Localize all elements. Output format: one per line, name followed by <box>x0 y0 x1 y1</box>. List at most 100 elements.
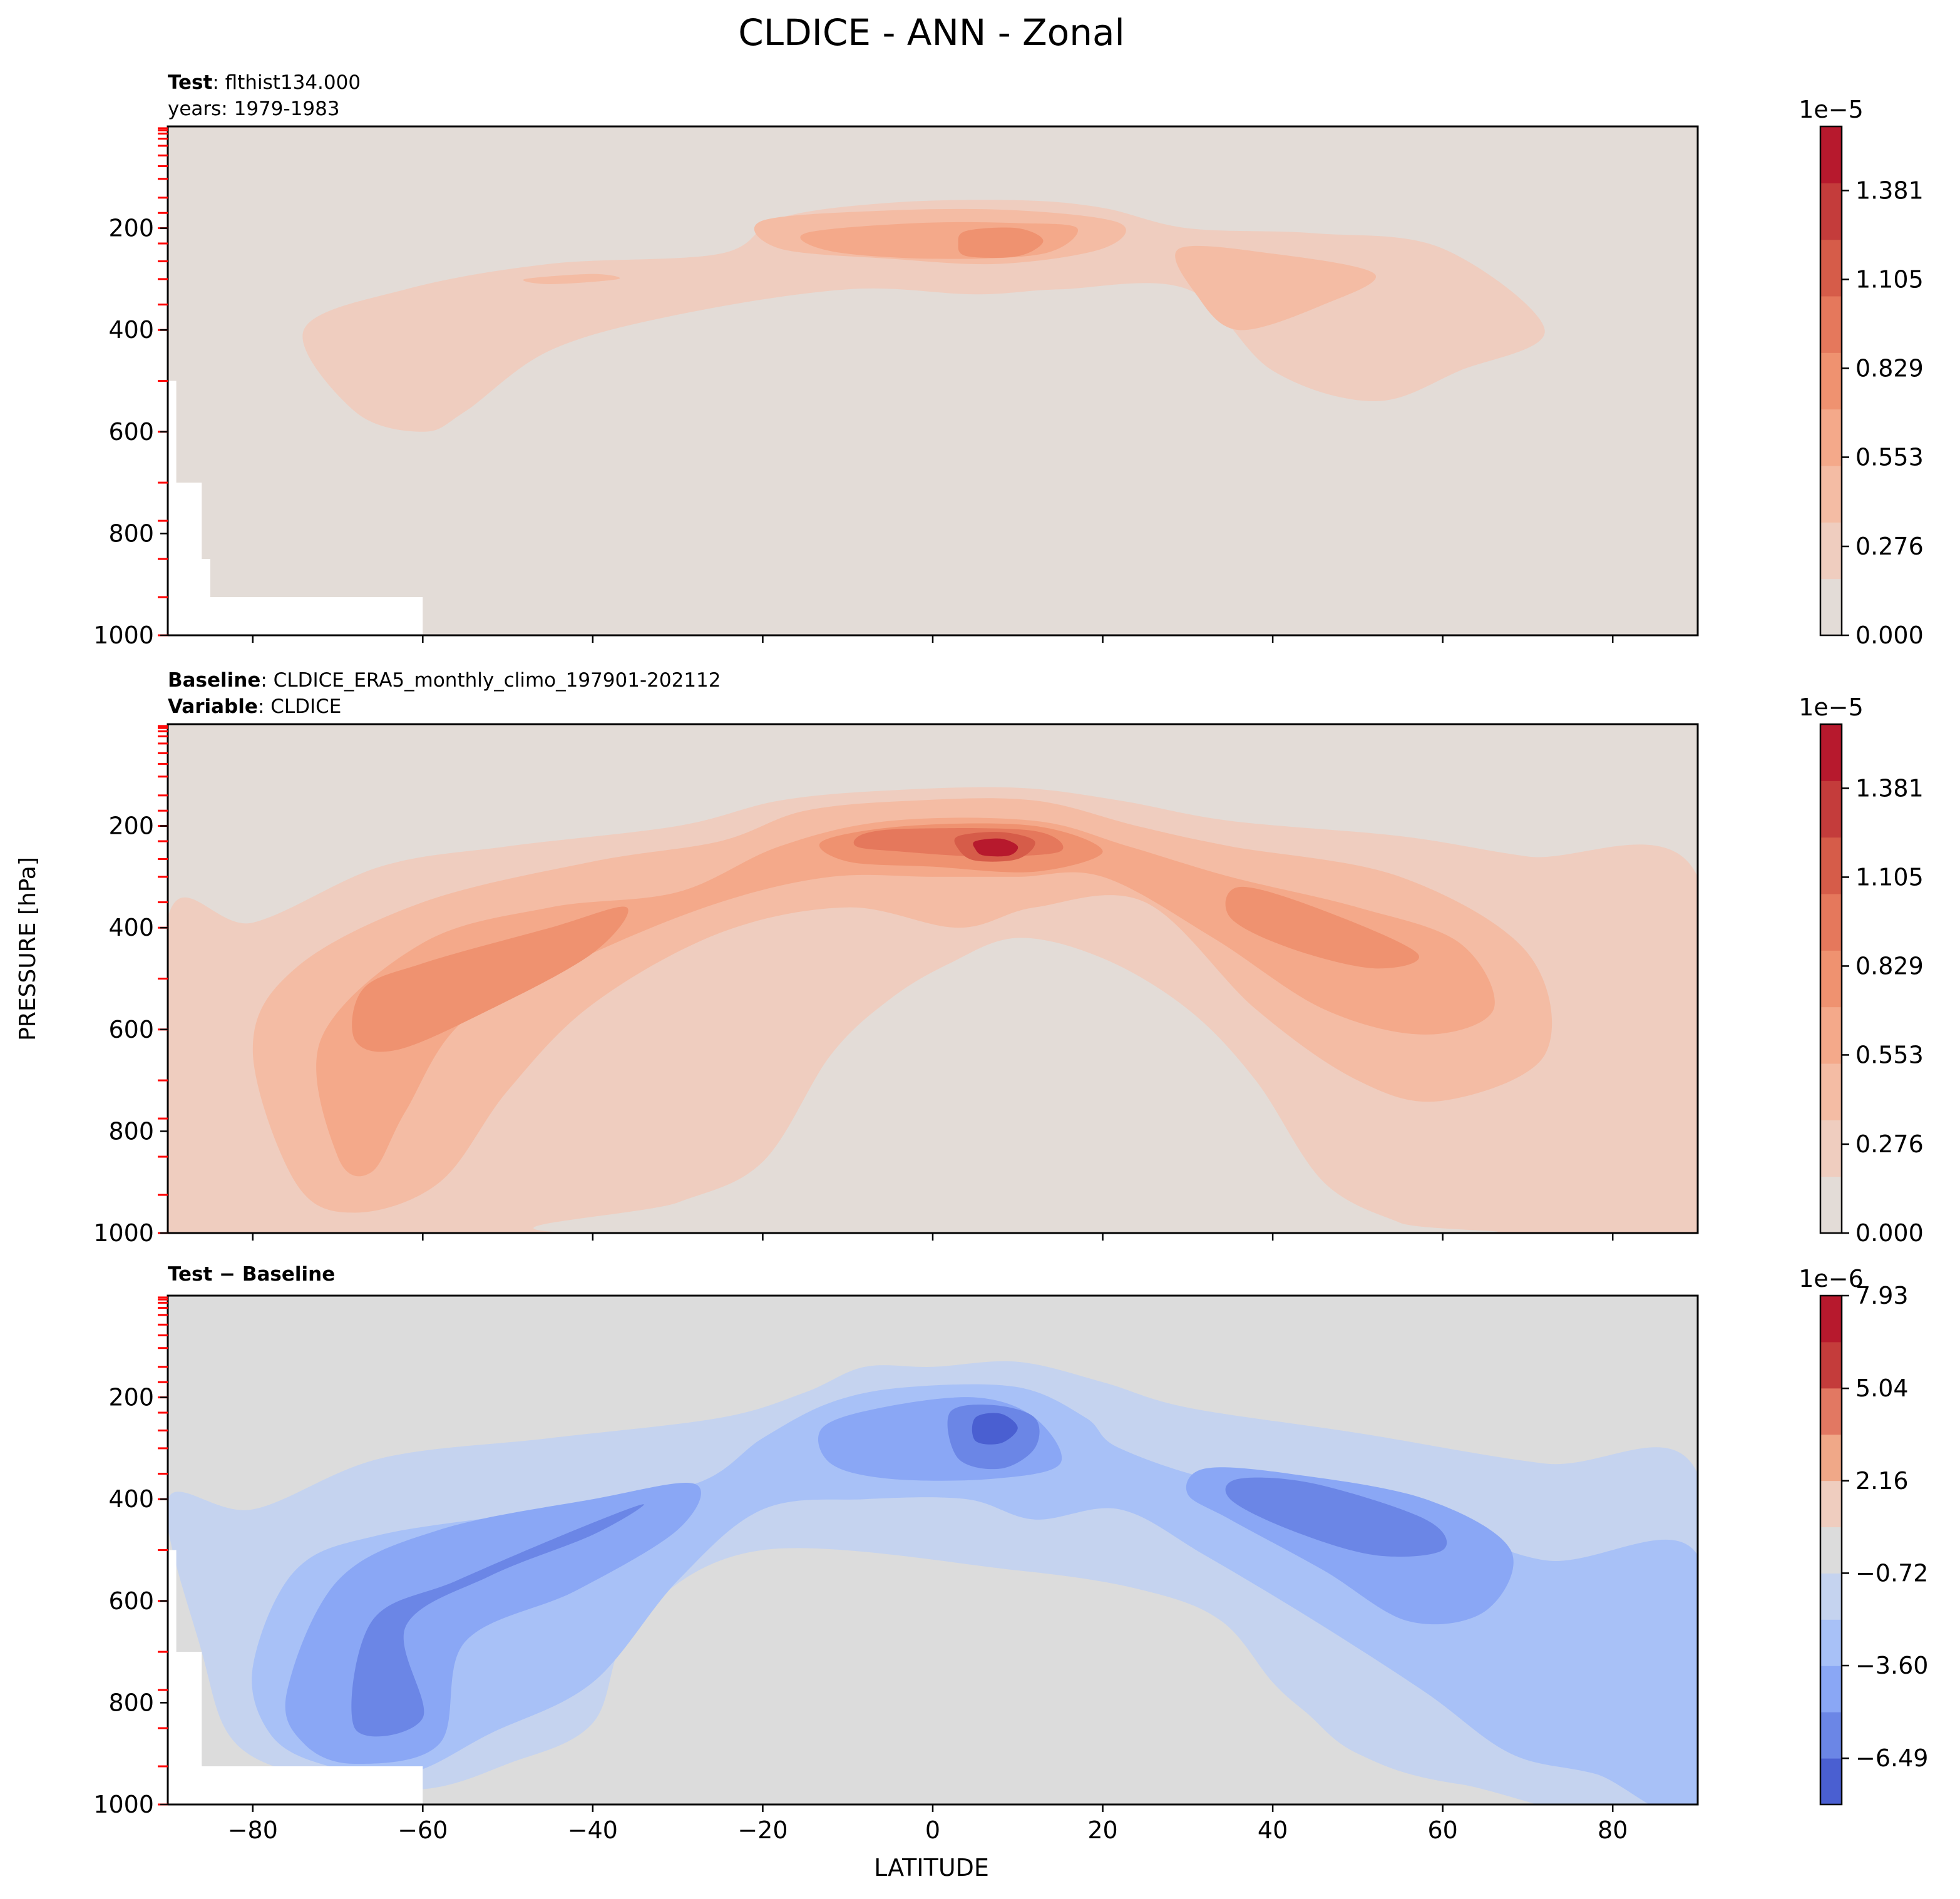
colorbar-exponent: 1e−5 <box>1798 694 1864 721</box>
x-tick-label: 60 <box>1427 1816 1457 1844</box>
y-tick-label: 800 <box>108 1689 154 1716</box>
contour-level4 <box>351 1504 644 1737</box>
y-tick-label: 1000 <box>93 1791 154 1818</box>
colorbar-frame <box>1819 723 1843 1234</box>
colorbar-segment <box>1820 1619 1842 1666</box>
missing-data-region <box>168 381 423 635</box>
contour-level2 <box>1175 245 1377 330</box>
colorbar-tick-label: 5.04 <box>1855 1374 1909 1402</box>
colorbar-tick-label: 0.000 <box>1855 622 1924 649</box>
colorbar-segment <box>1820 126 1842 183</box>
plot-area-diff <box>168 1296 1698 1804</box>
y-axis-label: PRESSURE [hPa] <box>15 857 41 1041</box>
figure-title: CLDICE - ANN - Zonal <box>738 11 1124 54</box>
colorbar-tick-label: 0.829 <box>1855 952 1924 980</box>
colorbar-tick-label: 0.276 <box>1855 1130 1924 1158</box>
colorbar-segment <box>1820 1712 1842 1759</box>
y-tick-label: 400 <box>108 1485 154 1513</box>
contour-level7 <box>973 838 1018 857</box>
contour-level4 <box>352 906 629 1052</box>
colorbar-segment <box>1820 183 1842 240</box>
colorbar-tick-label: 0.553 <box>1855 1041 1924 1068</box>
panel-header-text: : flthist134.000 <box>212 71 361 94</box>
panel-header-line1: Test − Baseline <box>168 1263 335 1286</box>
colorbar-exponent: 1e−5 <box>1798 96 1864 123</box>
colorbar-tick-label: 0.553 <box>1855 443 1924 471</box>
colorbar-segment <box>1820 1341 1842 1389</box>
colorbar-segment <box>1820 1480 1842 1528</box>
panel-header-line2: years: 1979-1983 <box>168 98 340 120</box>
x-tick-label: 20 <box>1087 1816 1117 1844</box>
colorbar-segment <box>1820 1527 1842 1574</box>
colorbar-tick-label: 7.93 <box>1855 1282 1909 1309</box>
contour-bg <box>533 938 1498 1233</box>
colorbar-segment <box>1820 578 1842 636</box>
colorbar-segment <box>1820 352 1842 410</box>
colorbar-tick-label: 1.381 <box>1855 774 1924 802</box>
colorbar-segment <box>1820 1388 1842 1435</box>
colorbar-segment <box>1820 1063 1842 1120</box>
y-tick-label: 600 <box>108 1016 154 1043</box>
colorbar-segment <box>1820 1176 1842 1234</box>
x-axis-label: LATITUDE <box>874 1854 989 1881</box>
panel-header-bold: Baseline <box>168 669 260 692</box>
colorbar-tick-label: 2.16 <box>1855 1467 1909 1495</box>
colorbar-segment <box>1820 894 1842 951</box>
y-tick-label: 400 <box>108 316 154 344</box>
panel-header-text: : CLDICE <box>258 695 341 718</box>
colorbar-tick-label: 0.000 <box>1855 1219 1924 1247</box>
colorbar-segment <box>1820 1434 1842 1482</box>
colorbar-tick-label: 1.105 <box>1855 265 1924 293</box>
missing-data-region <box>168 1550 423 1804</box>
colorbar-segment <box>1820 1573 1842 1620</box>
colorbar-segment <box>1820 239 1842 297</box>
colorbar-frame <box>1819 125 1843 637</box>
colorbar-exponent: 1e−6 <box>1798 1265 1864 1292</box>
colorbar-tick-label: 0.276 <box>1855 533 1924 560</box>
y-tick-label: 1000 <box>93 1219 154 1247</box>
colorbar-segment <box>1820 522 1842 580</box>
panel-header-text: years: 1979-1983 <box>168 98 340 120</box>
colorbar-segment <box>1820 837 1842 894</box>
y-tick-label: 800 <box>108 1117 154 1145</box>
panel-test: 200 400 600 800 1000 Test: flthist134.000 year… <box>93 71 1924 649</box>
panel-diff: 200 400 600 800 1000 −80 −60 −40 −20 0 20 40 60 80 Tes… <box>93 1263 1928 1844</box>
panel-header-line1: Baseline: CLDICE_ERA5_monthly_climo_1979… <box>168 669 721 692</box>
colorbar-segment <box>1820 296 1842 353</box>
panel-header-line2: Variable: CLDICE <box>168 695 341 718</box>
x-tick-label: 80 <box>1598 1816 1628 1844</box>
x-tick-label: −60 <box>398 1816 448 1844</box>
x-tick-label: −40 <box>568 1816 618 1844</box>
panel-baseline: 200 400 600 800 1000 Baseline: CLDICE_ERA5_mo… <box>93 669 1924 1247</box>
x-tick-label: 0 <box>925 1816 940 1844</box>
y-tick-label: 800 <box>108 520 154 547</box>
colorbar-frame <box>1819 1294 1843 1806</box>
plot-area-test <box>168 126 1698 635</box>
colorbar-segment <box>1820 1758 1842 1805</box>
colorbar-tick-label: −0.72 <box>1855 1559 1928 1587</box>
colorbar-tick-label: 1.105 <box>1855 863 1924 891</box>
colorbar-segment <box>1820 409 1842 466</box>
panel-header-bold: Variable <box>168 695 258 718</box>
y-tick-label: 200 <box>108 812 154 840</box>
colorbar-tick-label: −6.49 <box>1855 1744 1928 1772</box>
panel-header-bold: Test − Baseline <box>168 1263 335 1286</box>
colorbar-segment <box>1820 724 1842 781</box>
contour-level4 <box>1225 1477 1447 1557</box>
colorbar-tick-label: 1.381 <box>1855 177 1924 204</box>
colorbar-segment <box>1820 950 1842 1008</box>
colorbar-segment <box>1820 1296 1842 1343</box>
y-tick-label: 600 <box>108 1587 154 1615</box>
panel-header-text: : CLDICE_ERA5_monthly_climo_197901-20211… <box>260 669 721 692</box>
x-tick-label: −20 <box>737 1816 788 1844</box>
colorbar-tick-label: −3.60 <box>1855 1652 1928 1679</box>
y-tick-label: 400 <box>108 914 154 941</box>
panel-header-line1: Test: flthist134.000 <box>168 71 361 94</box>
y-tick-label: 1000 <box>93 622 154 649</box>
y-tick-label: 200 <box>108 1384 154 1411</box>
plot-area-baseline <box>168 724 1698 1233</box>
contour-level2 <box>523 274 620 284</box>
colorbar-tick-label: 0.829 <box>1855 354 1924 382</box>
contour-level4 <box>1225 886 1419 969</box>
